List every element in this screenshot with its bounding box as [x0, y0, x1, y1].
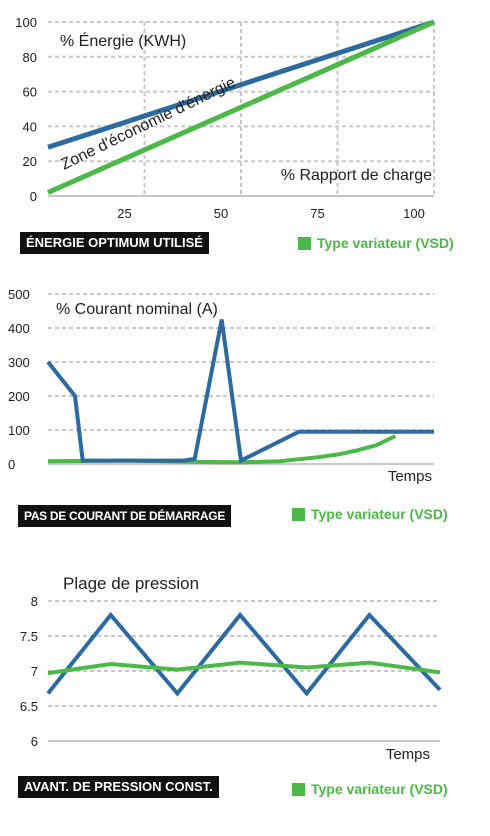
y-tick-label: 400	[8, 321, 30, 336]
blue-series-line	[47, 19, 435, 150]
energy-axis-label: % Énergie (KWH)	[60, 31, 186, 50]
current-legend-title: PAS DE COURANT DE DÉMARRAGE	[18, 505, 232, 527]
y-tick-label: 7	[31, 664, 38, 679]
y-tick-label: 8	[31, 594, 38, 609]
y-tick-label: 60	[23, 85, 37, 100]
y-tick-label: 6	[31, 734, 38, 749]
pressure-legend-vsd: Type variateur (VSD)	[292, 778, 448, 800]
y-tick-label: 6.5	[20, 699, 38, 714]
chart1-xticks: 25 50 75 100	[117, 206, 425, 221]
current-legend-vsd-label: Type variateur (VSD)	[311, 506, 448, 522]
chart3-yticks: 6 6.5 7 7.5 8	[20, 594, 38, 749]
chart1-yticks: 0 20 40 60 80 100	[15, 15, 37, 204]
x-tick-label: 50	[214, 206, 228, 221]
current-legend-vsd: Type variateur (VSD)	[292, 503, 448, 525]
x-tick-label: 100	[403, 206, 425, 221]
current-axis-label: % Courant nominal (A)	[56, 301, 218, 318]
y-tick-label: 40	[23, 119, 37, 134]
blue-series-line	[46, 319, 434, 464]
y-tick-label: 7.5	[20, 629, 38, 644]
chart2-series	[46, 319, 434, 465]
chart3-grid	[48, 600, 440, 742]
green-swatch	[298, 237, 311, 250]
pressure-chart: 6 6.5 7 7.5 8 Plage de pression Temps	[20, 574, 442, 763]
energy-legend-vsd-label: Type variateur (VSD)	[317, 235, 454, 251]
blue-series-line	[46, 611, 442, 697]
green-series-line	[47, 434, 397, 465]
y-tick-label: 200	[8, 389, 30, 404]
y-tick-label: 300	[8, 355, 30, 370]
chart2-grid	[48, 293, 434, 465]
y-tick-label: 20	[23, 154, 37, 169]
x-tick-label: 25	[117, 206, 131, 221]
energy-chart: 0 20 40 60 80 100 25 50 75 100 % Énergie (KWH) %…	[15, 15, 436, 221]
pressure-time-label: Temps	[386, 746, 430, 763]
load-ratio-axis-label: % Rapport de charge	[281, 167, 432, 184]
x-tick-label: 75	[310, 206, 324, 221]
pressure-legend-vsd-label: Type variateur (VSD)	[311, 781, 448, 797]
pressure-legend-title: AVANT. DE PRESSION CONST.	[18, 776, 219, 798]
y-tick-label: 100	[8, 423, 30, 438]
green-series-line	[46, 19, 436, 195]
savings-zone-label: Zone d'économie d'énergie	[58, 74, 238, 173]
y-tick-label: 80	[23, 50, 37, 65]
green-swatch	[292, 508, 305, 521]
chart1-series	[46, 19, 436, 195]
current-time-label: Temps	[388, 468, 432, 485]
y-tick-label: 500	[8, 287, 30, 302]
y-tick-label: 100	[15, 15, 37, 30]
y-tick-label: 0	[8, 457, 15, 472]
chart2-yticks: 0 100 200 300 400 500	[8, 287, 30, 472]
energy-legend-title: ÉNERGIE OPTIMUM UTILISÉ	[20, 232, 209, 254]
pressure-range-label: Plage de pression	[63, 574, 199, 593]
green-swatch	[292, 783, 305, 796]
energy-legend-vsd: Type variateur (VSD)	[298, 232, 454, 254]
chart3-series	[46, 611, 442, 697]
current-chart: 0 100 200 300 400 500 % Courant nominal (A) T…	[8, 287, 434, 485]
green-series-line	[47, 660, 441, 676]
y-tick-label: 0	[30, 189, 37, 204]
